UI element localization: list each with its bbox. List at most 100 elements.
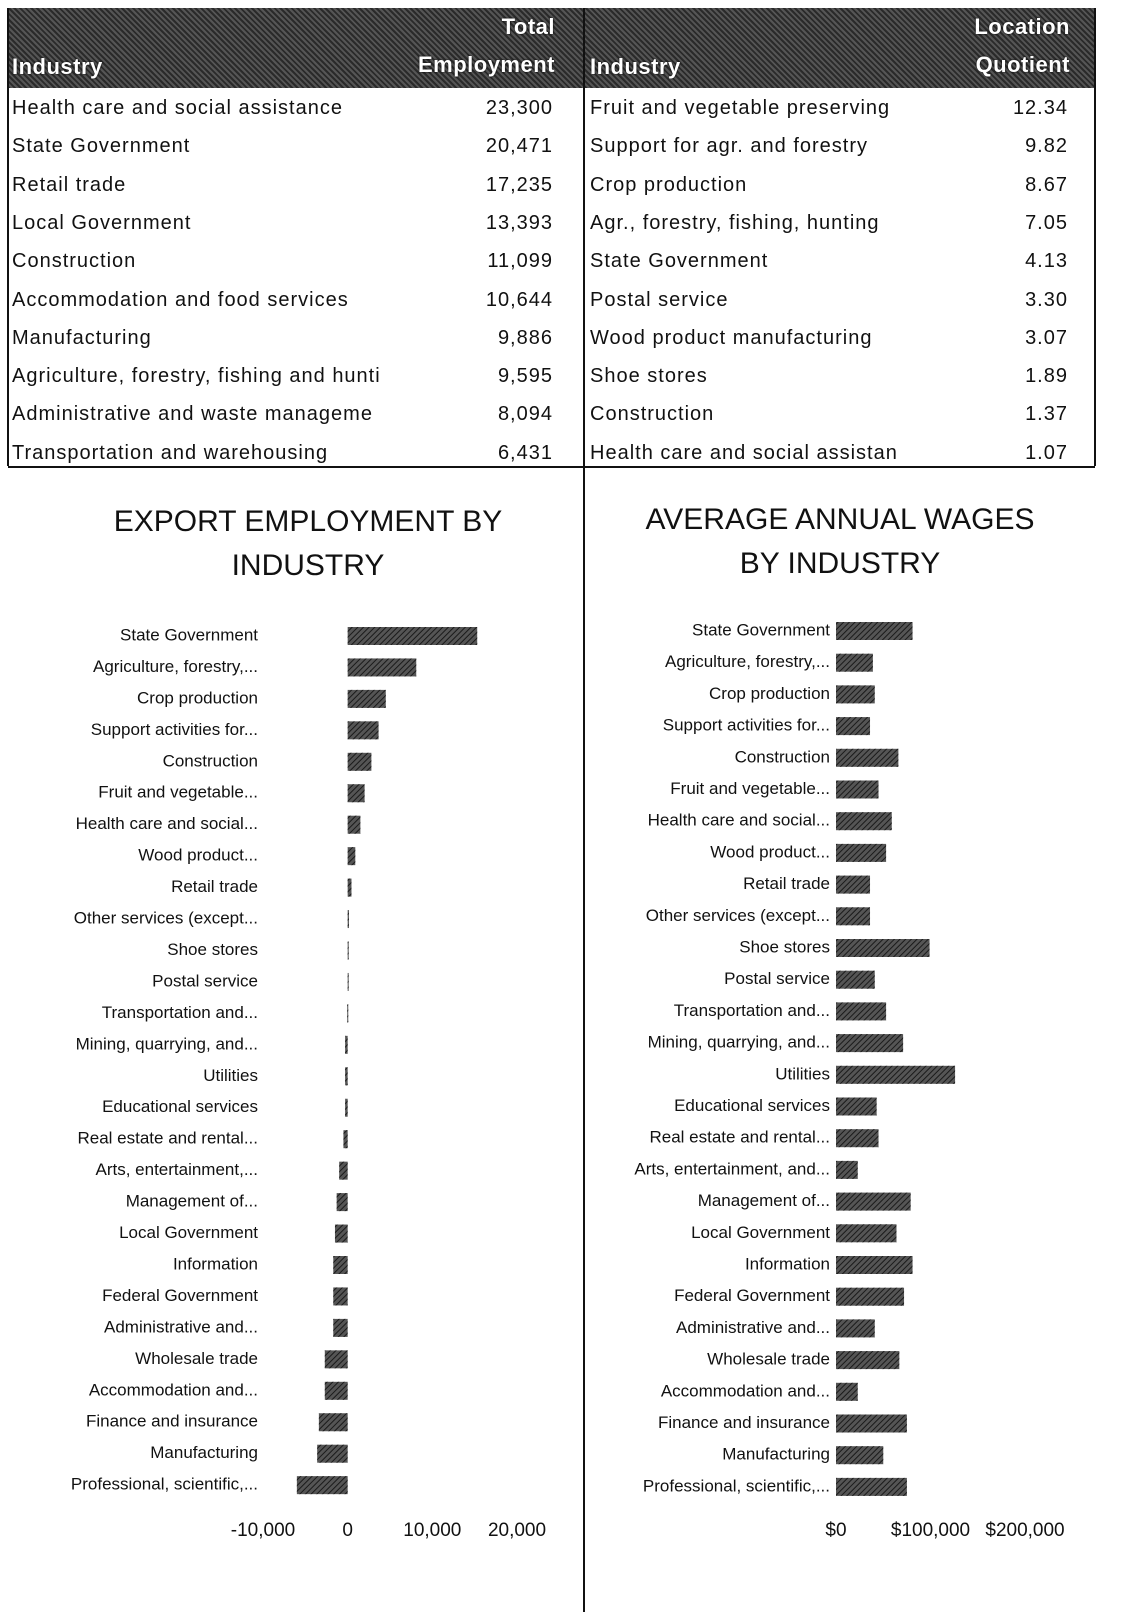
category-label: Shoe stores bbox=[739, 937, 830, 956]
bar-hatch bbox=[836, 1256, 913, 1274]
bar-hatch bbox=[836, 653, 873, 672]
bar-hatch bbox=[345, 1067, 348, 1086]
x-tick-label: 10,000 bbox=[403, 1520, 461, 1541]
table-cell: Fruit and vegetable preserving bbox=[590, 97, 891, 119]
category-label: Crop production bbox=[709, 684, 830, 703]
table-cell: Construction bbox=[12, 250, 137, 273]
category-label: Fruit and vegetable... bbox=[98, 783, 258, 802]
category-label: Professional, scientific,... bbox=[643, 1476, 830, 1495]
table-cell: 13,393 bbox=[485, 211, 553, 234]
table-cell: 6,431 bbox=[497, 441, 553, 464]
table-cell: Wood product manufacturing bbox=[590, 326, 873, 349]
table-cell: 23,300 bbox=[485, 97, 553, 119]
bar-hatch bbox=[836, 748, 899, 767]
table-cell: Construction bbox=[590, 403, 715, 426]
category-label: Manufacturing bbox=[722, 1445, 830, 1464]
bar-hatch bbox=[836, 843, 887, 862]
category-label: Finance and insurance bbox=[658, 1413, 830, 1432]
table-cell: 8,094 bbox=[497, 403, 553, 426]
x-tick-label: 0 bbox=[342, 1520, 353, 1541]
bar-hatch bbox=[347, 627, 478, 645]
bar-hatch bbox=[324, 1350, 348, 1369]
bar-hatch bbox=[339, 1161, 348, 1180]
table-cell: 8.67 bbox=[1025, 173, 1068, 196]
x-tick-label: $100,000 bbox=[891, 1520, 970, 1541]
bar-hatch bbox=[334, 1224, 348, 1243]
category-label: Retail trade bbox=[171, 877, 258, 896]
bar-hatch bbox=[836, 939, 930, 957]
chart-title: AVERAGE ANNUAL WAGES BY INDUSTRY bbox=[645, 503, 1035, 580]
bar-hatch bbox=[333, 1318, 348, 1337]
chart-title: EXPORT EMPLOYMENT BY INDUSTRY bbox=[113, 505, 503, 582]
bar-hatch bbox=[836, 1034, 904, 1053]
table-header: Industry bbox=[12, 54, 103, 79]
table-cell: Manufacturing bbox=[12, 326, 152, 349]
table-cell: 10,644 bbox=[485, 288, 553, 311]
table-cell: 3.30 bbox=[1025, 288, 1068, 311]
category-label: Local Government bbox=[691, 1223, 830, 1242]
table-cell: Administrative and waste manageme bbox=[12, 403, 373, 426]
bar-hatch bbox=[345, 1035, 348, 1054]
table-header: Industry bbox=[590, 54, 681, 79]
bar-hatch bbox=[836, 1065, 956, 1084]
table-cell: Support for agr. and forestry bbox=[590, 135, 869, 158]
bar-hatch bbox=[347, 941, 349, 960]
category-label: Construction bbox=[163, 751, 258, 770]
table-cell: Retail trade bbox=[12, 173, 127, 196]
category-label: Mining, quarrying, and... bbox=[648, 1033, 830, 1052]
category-label: Postal service bbox=[724, 969, 830, 988]
category-label: Accommodation and... bbox=[661, 1381, 830, 1400]
table-cell: Shoe stores bbox=[590, 365, 708, 388]
x-tick-label: $200,000 bbox=[985, 1520, 1064, 1541]
bar-hatch bbox=[296, 1476, 348, 1495]
table-cell: 11,099 bbox=[487, 250, 553, 273]
category-label: Administrative and... bbox=[676, 1318, 830, 1337]
category-label: Federal Government bbox=[102, 1286, 258, 1305]
table-cell: Crop production bbox=[590, 173, 748, 196]
category-label: Transportation and... bbox=[674, 1001, 830, 1020]
bar-hatch bbox=[836, 1477, 907, 1496]
category-label: Agriculture, forestry,... bbox=[93, 657, 258, 676]
category-label: Health care and social... bbox=[76, 814, 258, 833]
category-label: Professional, scientific,... bbox=[71, 1475, 258, 1494]
bar-hatch bbox=[836, 1129, 879, 1148]
category-label: Postal service bbox=[152, 971, 258, 990]
table-cell: 9.82 bbox=[1025, 135, 1068, 158]
bar-hatch bbox=[347, 878, 352, 897]
bar-hatch bbox=[836, 1160, 858, 1179]
category-label: Other services (except... bbox=[646, 906, 830, 925]
category-label: Construction bbox=[735, 747, 830, 766]
table-cell: Transportation and warehousing bbox=[12, 441, 329, 464]
table-cell: 9,595 bbox=[497, 365, 553, 388]
category-label: Information bbox=[173, 1254, 258, 1273]
table-header-bg bbox=[8, 8, 583, 88]
table-cell: 17,235 bbox=[485, 173, 553, 196]
bar-hatch bbox=[345, 1098, 348, 1117]
category-label: Support activities for... bbox=[91, 720, 258, 739]
bar-hatch bbox=[836, 1382, 858, 1401]
bar-hatch bbox=[318, 1413, 348, 1432]
x-tick-label: -10,000 bbox=[231, 1520, 295, 1541]
table-header-bg bbox=[585, 8, 1095, 88]
bar-hatch bbox=[336, 1193, 348, 1212]
bar-hatch bbox=[836, 717, 871, 736]
bar-hatch bbox=[836, 622, 913, 640]
table-cell: Agr., forestry, fishing, hunting bbox=[590, 211, 880, 234]
table-cell: 9,886 bbox=[497, 326, 553, 349]
bar-hatch bbox=[836, 1287, 905, 1306]
bar-hatch bbox=[836, 1097, 877, 1116]
table-cell: 4.13 bbox=[1025, 250, 1068, 273]
category-label: Accommodation and... bbox=[89, 1380, 258, 1399]
category-label: Other services (except... bbox=[74, 909, 258, 928]
table-cell: Health care and social assistance bbox=[12, 97, 343, 119]
bar-hatch bbox=[347, 847, 356, 866]
bar-hatch bbox=[836, 812, 892, 831]
bar-hatch bbox=[836, 685, 875, 704]
category-label: Health care and social... bbox=[648, 811, 830, 830]
table-cell: 1.07 bbox=[1025, 441, 1068, 464]
table-header: Location Quotient bbox=[974, 14, 1070, 77]
category-label: Local Government bbox=[119, 1223, 258, 1242]
x-tick-label: $0 bbox=[825, 1520, 846, 1541]
